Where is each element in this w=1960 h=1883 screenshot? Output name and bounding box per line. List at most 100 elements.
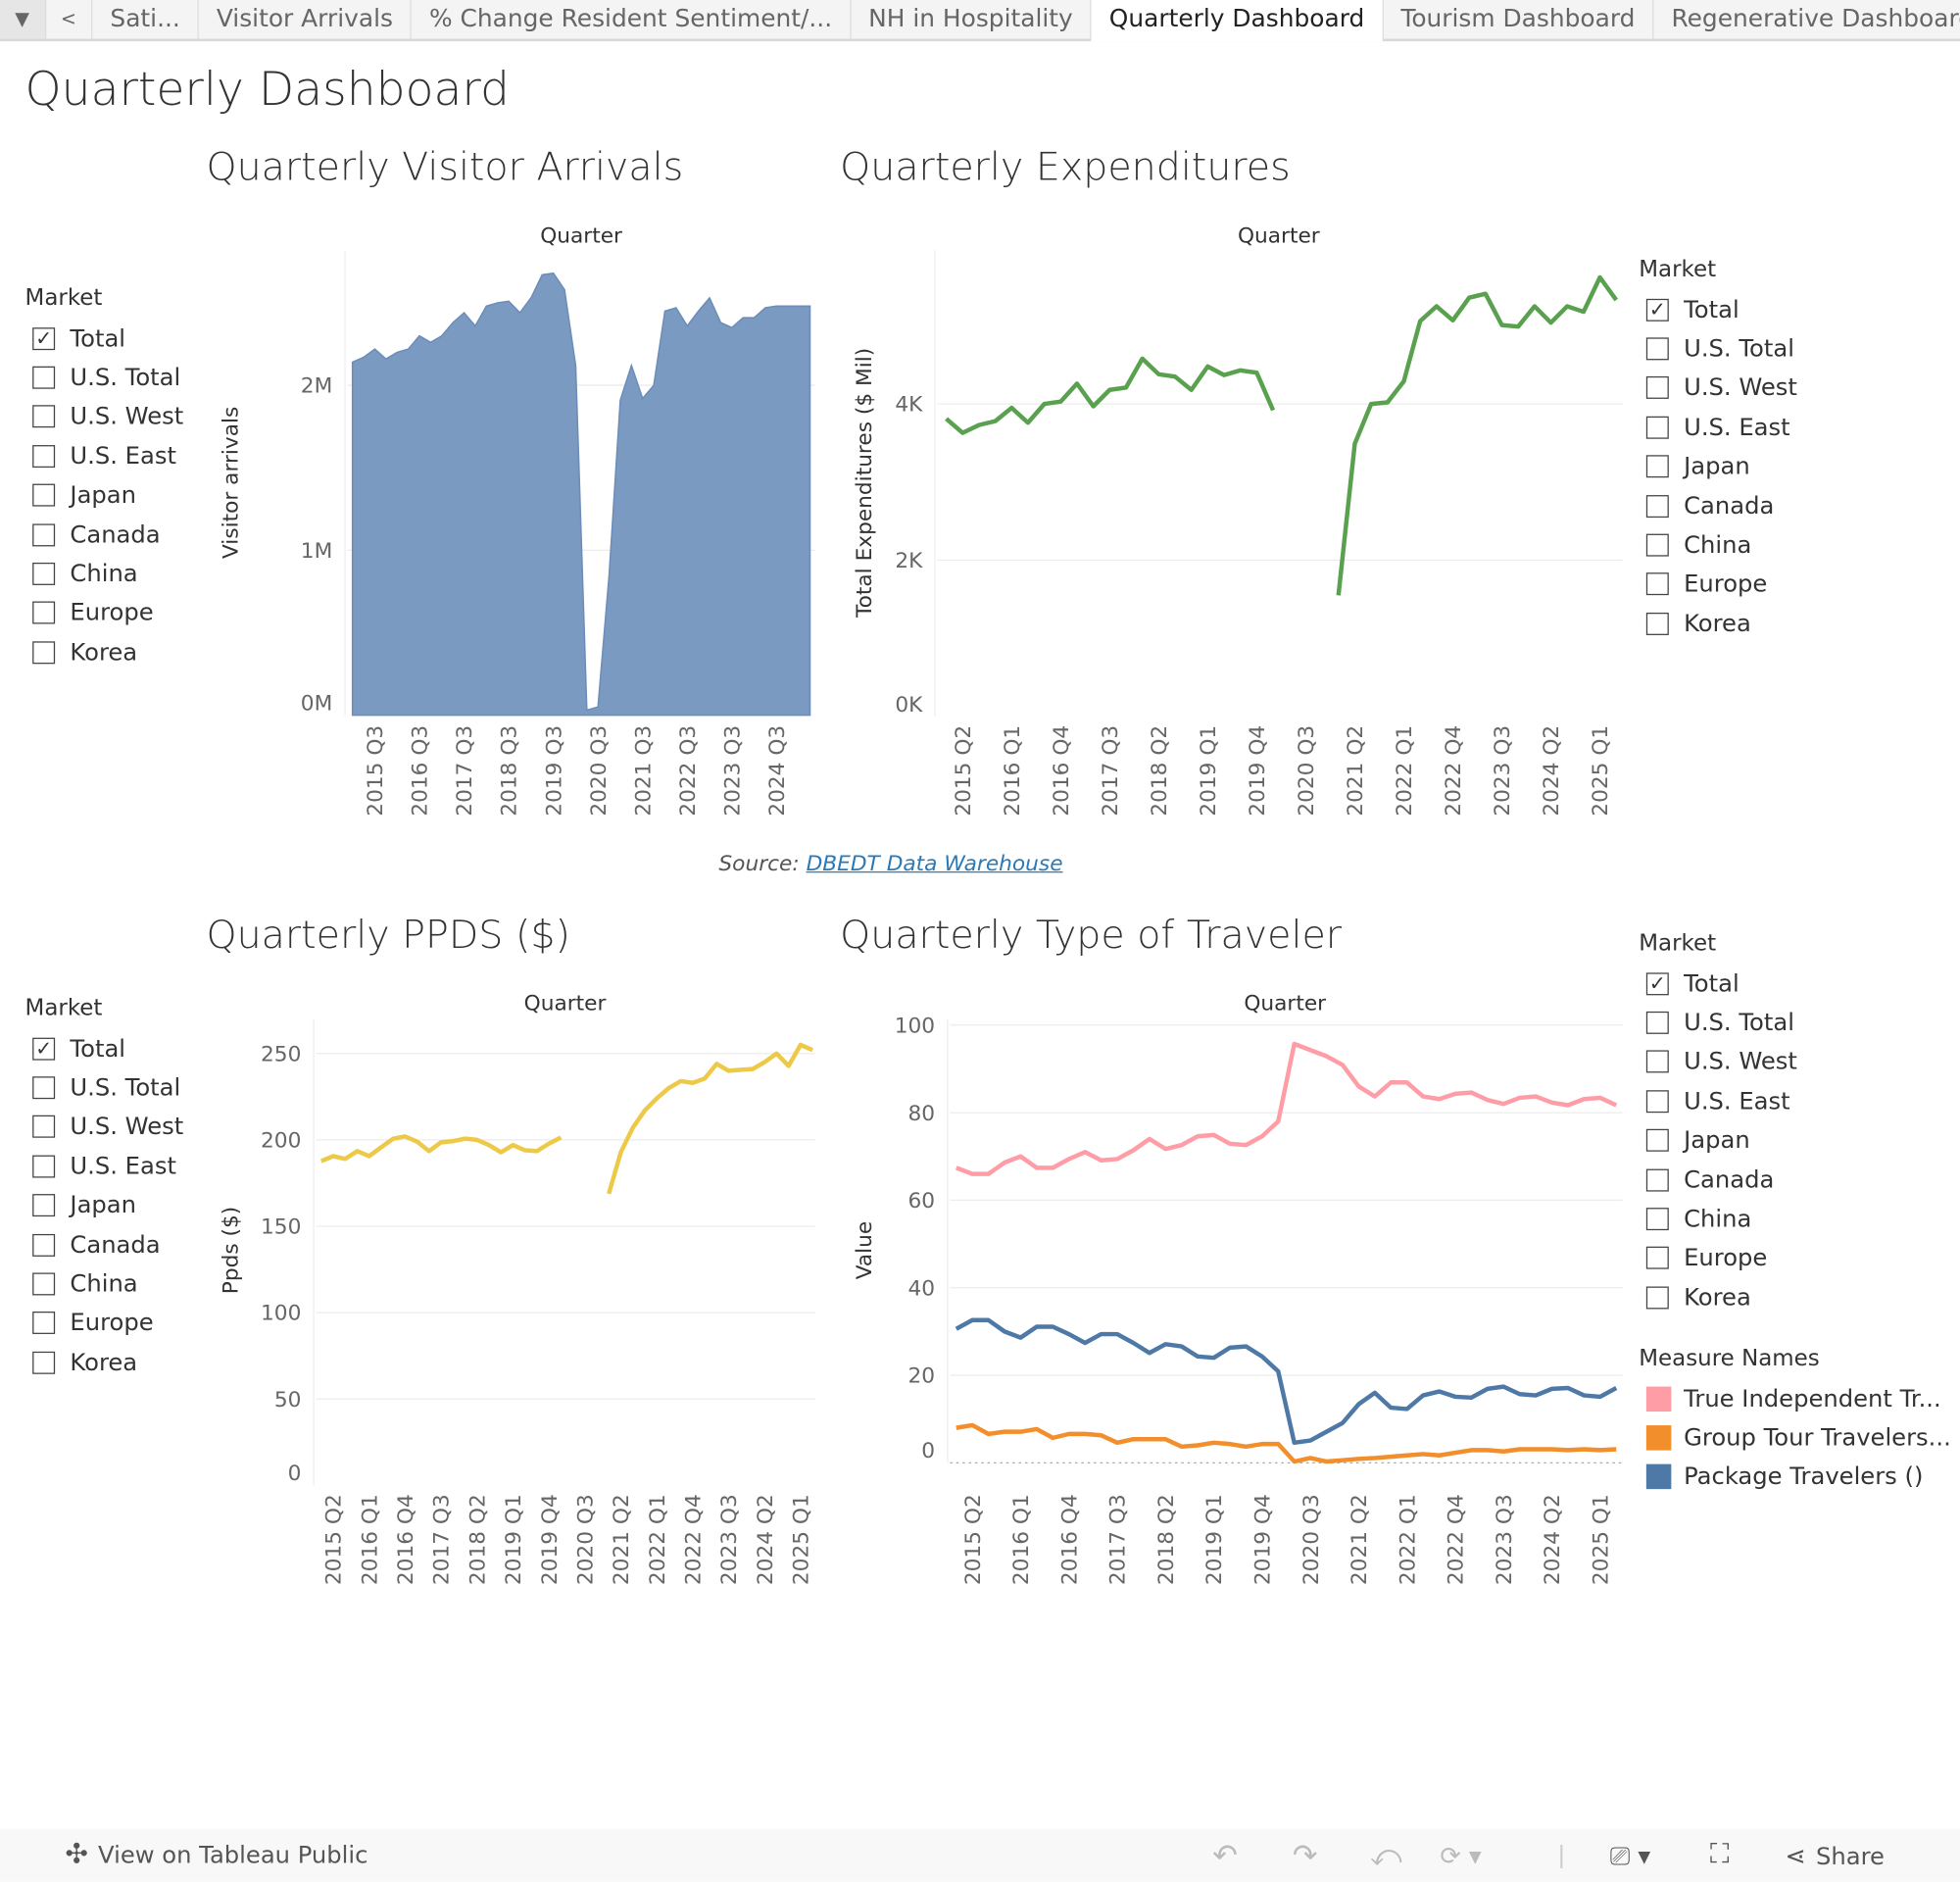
market-option-japan[interactable]: Japan [25, 1186, 184, 1225]
market-option-total[interactable]: ✓Total [1639, 964, 1797, 1003]
market-option-canada[interactable]: Canada [25, 1225, 184, 1264]
revert-icon[interactable]: ⤺ [1370, 1829, 1402, 1882]
checkbox[interactable]: ✓ [1646, 298, 1669, 321]
x-tick-label: 2022 Q4 [1445, 1494, 1469, 1585]
market-option-china[interactable]: China [1639, 1200, 1797, 1239]
x-tick-label: 2022 Q1 [1393, 725, 1417, 817]
market-option-canada[interactable]: Canada [1639, 486, 1797, 525]
checkbox[interactable] [1646, 534, 1669, 557]
market-option-europe[interactable]: Europe [1639, 565, 1797, 604]
y-tick-label: 0 [921, 1439, 935, 1463]
market-option-u-s-west[interactable]: U.S. West [25, 1108, 184, 1147]
market-option-u-s-east[interactable]: U.S. East [25, 436, 184, 475]
checkbox[interactable] [1646, 1012, 1669, 1034]
checkbox[interactable] [1646, 1247, 1669, 1269]
market-option-korea[interactable]: Korea [1639, 1278, 1797, 1317]
checkbox[interactable]: ✓ [32, 327, 55, 350]
market-option-u-s-west[interactable]: U.S. West [25, 397, 184, 436]
x-tick-label: 2023 Q3 [1491, 725, 1515, 817]
market-option-u-s-east[interactable]: U.S. East [1639, 1082, 1797, 1121]
x-tick-label: 2025 Q1 [790, 1494, 814, 1585]
measure-legend-item[interactable]: Group Tour Travelers... [1639, 1418, 1951, 1458]
checkbox[interactable] [32, 641, 55, 664]
checkbox[interactable] [1646, 1051, 1669, 1073]
checkbox[interactable] [1646, 1286, 1669, 1309]
checkbox[interactable]: ✓ [1646, 972, 1669, 995]
checkbox[interactable] [32, 445, 55, 468]
checkbox[interactable] [32, 602, 55, 624]
checkbox[interactable] [1646, 1208, 1669, 1230]
checkbox[interactable] [32, 1273, 55, 1296]
market-option-japan[interactable]: Japan [1639, 447, 1797, 486]
checkbox[interactable] [1646, 573, 1669, 596]
market-option-china[interactable]: China [25, 554, 184, 593]
checkbox[interactable] [1646, 495, 1669, 518]
checkbox[interactable] [32, 1233, 55, 1256]
market-option-europe[interactable]: Europe [25, 1304, 184, 1343]
x-tick-label: 2019 Q1 [1202, 1494, 1227, 1585]
market-option-korea[interactable]: Korea [25, 1343, 184, 1382]
market-option-u-s-total[interactable]: U.S. Total [1639, 1003, 1797, 1042]
checkbox[interactable] [32, 1194, 55, 1216]
market-option-china[interactable]: China [25, 1264, 184, 1304]
market-option-total[interactable]: ✓Total [25, 1029, 184, 1068]
market-option-u-s-west[interactable]: U.S. West [1639, 369, 1797, 408]
source-link[interactable]: DBEDT Data Warehouse [807, 852, 1063, 877]
checkbox[interactable] [32, 406, 55, 428]
checkbox[interactable] [1646, 1129, 1669, 1152]
market-option-u-s-west[interactable]: U.S. West [1639, 1042, 1797, 1081]
market-option-europe[interactable]: Europe [25, 594, 184, 633]
market-option-u-s-total[interactable]: U.S. Total [25, 1068, 184, 1108]
checkbox[interactable] [1646, 377, 1669, 400]
fullscreen-icon[interactable]: ⛶ [1710, 1829, 1730, 1882]
market-option-u-s-east[interactable]: U.S. East [1639, 408, 1797, 447]
market-option-canada[interactable]: Canada [1639, 1161, 1797, 1200]
checkbox[interactable] [32, 484, 55, 507]
checkbox[interactable] [32, 1115, 55, 1138]
market-option-u-s-total[interactable]: U.S. Total [25, 358, 184, 397]
checkbox[interactable] [32, 1313, 55, 1335]
market-option-korea[interactable]: Korea [25, 633, 184, 672]
redo-icon[interactable]: ↷ [1293, 1829, 1318, 1882]
measure-legend-item[interactable]: Package Travelers () [1639, 1458, 1951, 1497]
checkbox[interactable] [32, 1352, 55, 1374]
market-option-label: China [70, 560, 137, 587]
download-icon[interactable]: ⎚ ▾ [1610, 1829, 1650, 1882]
checkbox[interactable] [32, 523, 55, 546]
market-option-canada[interactable]: Canada [25, 515, 184, 554]
market-option-japan[interactable]: Japan [25, 475, 184, 515]
share-button[interactable]: ⋖Share [1785, 1829, 1885, 1882]
market-option-u-s-total[interactable]: U.S. Total [1639, 329, 1797, 369]
checkbox[interactable] [32, 1155, 55, 1177]
market-option-europe[interactable]: Europe [1639, 1239, 1797, 1278]
refresh-icon[interactable]: ⟳ ▾ [1440, 1829, 1481, 1882]
market-option-china[interactable]: China [1639, 525, 1797, 565]
undo-icon[interactable]: ↶ [1212, 1829, 1238, 1882]
view-on-tableau-public-button[interactable]: ✣View on Tableau Public [65, 1829, 368, 1882]
checkbox[interactable]: ✓ [32, 1037, 55, 1060]
market-option-label: U.S. East [1684, 1088, 1790, 1115]
checkbox[interactable] [1646, 337, 1669, 360]
measure-legend-item[interactable]: True Independent Tr... [1639, 1379, 1951, 1418]
market-option-u-s-east[interactable]: U.S. East [25, 1147, 184, 1186]
checkbox[interactable] [1646, 613, 1669, 635]
market-option-korea[interactable]: Korea [1639, 604, 1797, 643]
checkbox[interactable] [32, 563, 55, 585]
market-option-label: U.S. West [1684, 1048, 1797, 1075]
checkbox[interactable] [32, 1076, 55, 1099]
market-option-total[interactable]: ✓Total [25, 319, 184, 358]
share-icon: ⋖ [1785, 1841, 1805, 1871]
market-option-total[interactable]: ✓Total [1639, 290, 1797, 329]
checkbox[interactable] [1646, 456, 1669, 478]
market-option-label: U.S. East [70, 1153, 176, 1180]
market-option-japan[interactable]: Japan [1639, 1121, 1797, 1161]
checkbox[interactable] [1646, 1090, 1669, 1113]
checkbox[interactable] [1646, 1168, 1669, 1191]
checkbox[interactable] [32, 367, 55, 389]
x-axis-header: Quarter [524, 992, 607, 1016]
x-tick-label: 2019 Q1 [502, 1494, 526, 1585]
market-option-label: Japan [1684, 1127, 1750, 1155]
checkbox[interactable] [1646, 417, 1669, 439]
